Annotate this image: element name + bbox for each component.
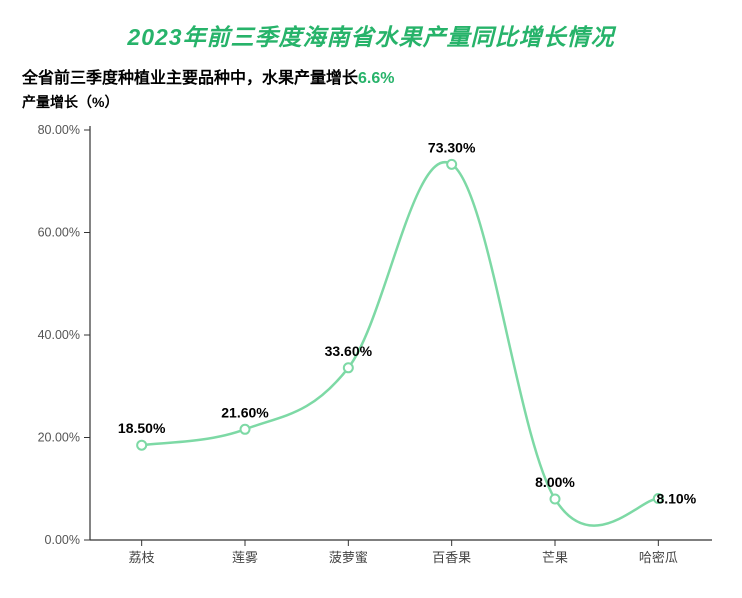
chart-area: 0.00% 20.00% 40.00% 60.00% 80.00% 荔枝 莲雾 菠萝蜜 百香果 芒… xyxy=(22,120,720,578)
x-tick-label: 荔枝 xyxy=(129,550,155,565)
data-marker xyxy=(551,495,560,504)
chart-subtitle: 全省前三季度种植业主要品种中，水果产量增长6.6% xyxy=(22,64,394,88)
data-line xyxy=(142,162,659,525)
y-tick-label: 80.00% xyxy=(38,123,80,137)
y-tick-label: 20.00% xyxy=(38,431,80,445)
data-label: 8.10% xyxy=(656,490,696,506)
data-marker xyxy=(344,363,353,372)
chart-title: 2023年前三季度海南省水果产量同比增长情况 xyxy=(0,18,742,52)
line-chart: 0.00% 20.00% 40.00% 60.00% 80.00% 荔枝 莲雾 菠萝蜜 百香果 芒… xyxy=(22,120,720,578)
data-label: 8.00% xyxy=(535,474,575,490)
x-tick-label: 百香果 xyxy=(432,550,471,565)
y-axis-label: 产量增长（%） xyxy=(22,92,118,112)
y-axis-label-text: 产量增长（%） xyxy=(22,94,118,110)
x-tick-label: 哈密瓜 xyxy=(639,550,678,565)
y-tick-label: 60.00% xyxy=(38,226,80,240)
x-tick-label: 莲雾 xyxy=(232,550,258,565)
subtitle-highlight: 6.6% xyxy=(358,70,394,87)
y-tick-label: 0.00% xyxy=(45,533,80,547)
data-label: 18.50% xyxy=(118,420,166,436)
x-tick-label: 菠萝蜜 xyxy=(329,550,368,565)
data-label: 21.60% xyxy=(221,404,269,420)
data-marker xyxy=(241,425,250,434)
data-marker xyxy=(447,160,456,169)
x-tick-label: 芒果 xyxy=(542,550,568,565)
y-tick-label: 40.00% xyxy=(38,328,80,342)
chart-title-text: 2023年前三季度海南省水果产量同比增长情况 xyxy=(127,24,614,50)
subtitle-prefix: 全省前三季度种植业主要品种中，水果产量增长 xyxy=(22,70,358,87)
data-label: 33.60% xyxy=(325,343,373,359)
data-marker xyxy=(137,441,146,450)
data-label: 73.30% xyxy=(428,139,476,155)
